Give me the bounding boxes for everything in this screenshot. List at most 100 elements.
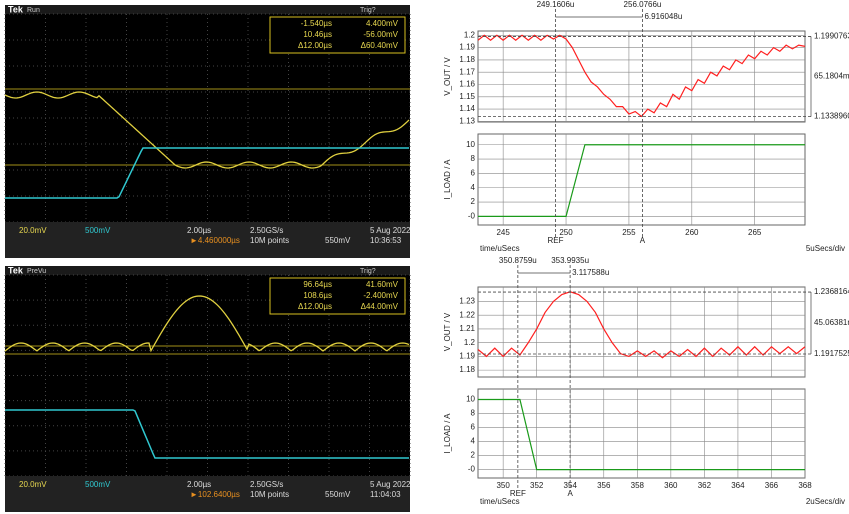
y-tick-label: -0 <box>468 465 476 474</box>
bar-text: 10M points <box>250 236 289 245</box>
cursor-name: REF <box>510 489 526 498</box>
x-tick-label: 265 <box>748 228 762 237</box>
y-tick-label: 1.23 <box>459 297 475 306</box>
x-tick-label: 350 <box>496 481 510 490</box>
scope-status: Run <box>27 7 40 14</box>
dx-label: 6.916048u <box>644 12 682 21</box>
bar-text: 2.00µs <box>187 226 211 235</box>
y-tick-label: 4 <box>471 437 476 446</box>
cursor-name: A <box>640 236 646 245</box>
scope-logo: Tek <box>8 4 24 14</box>
scope-header <box>5 266 410 275</box>
y-tick-label: 1.16 <box>459 80 475 89</box>
y-tick-label: 8 <box>471 409 476 418</box>
y-tick-label: 1.18 <box>459 55 475 64</box>
y-tick-label: 6 <box>471 423 476 432</box>
x-cursor-label: 353.9935u <box>551 256 589 265</box>
bar-text: ►4.460000µs <box>190 236 240 245</box>
x-tick-label: 356 <box>597 481 611 490</box>
y-cursor-label: 1.2368164 <box>814 287 849 296</box>
y-axis-label: V_OUT / V <box>443 312 452 351</box>
plot-area <box>478 389 805 478</box>
dx-label: 3.117588u <box>572 268 609 277</box>
page: TekRunTrig?-1.540µs4.400mV10.46µs-56.00m… <box>0 0 849 514</box>
y-tick-label: 1.21 <box>459 324 475 333</box>
plot-area <box>478 134 805 225</box>
scope-trigger: Trig? <box>360 7 376 14</box>
scope-logo: Tek <box>8 265 24 275</box>
bar-text: 11:04:03 <box>370 490 401 499</box>
plot-area <box>478 287 805 377</box>
readout-value: Δ12.00µs <box>298 302 332 311</box>
readout-value: Δ60.40mV <box>361 41 399 50</box>
scope-trigger: Trig? <box>360 268 376 275</box>
x-tick-label: 362 <box>698 481 712 490</box>
bar-text: 2.00µs <box>187 480 211 489</box>
cursor-name: A <box>567 489 573 498</box>
y-axis-label: V_OUT / V <box>443 57 452 96</box>
readout-value: 4.400mV <box>366 19 399 28</box>
readout-value: -56.00mV <box>363 30 398 39</box>
bar-text: 10:36:53 <box>370 236 402 245</box>
y-tick-label: 1.15 <box>459 92 475 101</box>
y-tick-label: -0 <box>468 212 476 221</box>
y-tick-label: 1.2 <box>464 338 476 347</box>
x-tick-label: 368 <box>798 481 812 490</box>
y-tick-label: 1.2 <box>464 30 476 39</box>
x-tick-label: 360 <box>664 481 678 490</box>
readout-value: 96.64µs <box>303 280 332 289</box>
readout-value: 41.60mV <box>366 280 399 289</box>
scale-label: 5uSecs/div <box>806 244 845 253</box>
readout-value: Δ44.00mV <box>361 302 399 311</box>
bar-text: 10M points <box>250 490 289 499</box>
x-tick-label: 364 <box>731 481 745 490</box>
y-tick-label: 1.22 <box>459 310 475 319</box>
bar-text: 550mV <box>325 236 351 245</box>
x-cursor-label: 256.0766u <box>624 0 662 9</box>
readout-value: 10.46µs <box>303 30 332 39</box>
y-tick-label: 1.14 <box>459 104 475 113</box>
plot-area <box>478 31 805 122</box>
y-tick-label: 10 <box>466 140 475 149</box>
scale-label: 2uSecs/div <box>806 497 845 506</box>
y-cursor-label: 1.1990763 <box>814 32 849 41</box>
readout-value: Δ12.00µs <box>298 41 332 50</box>
y-tick-label: 2 <box>471 451 476 460</box>
y-tick-label: 4 <box>471 183 476 192</box>
readout-value: 108.6µs <box>303 291 332 300</box>
y-tick-label: 1.17 <box>459 67 475 76</box>
cursor-name: REF <box>547 236 563 245</box>
scope-status: PreVu <box>27 268 46 275</box>
x-cursor-label: 249.1606u <box>537 0 575 9</box>
bar-text: 5 Aug 2022 <box>370 226 411 235</box>
x-tick-label: 245 <box>496 228 510 237</box>
bar-text: ►102.6400µs <box>190 490 240 499</box>
y-axis-label: I_LOAD / A <box>443 413 452 454</box>
x-tick-label: 366 <box>765 481 779 490</box>
x-tick-label: 260 <box>685 228 699 237</box>
y-tick-label: 1.18 <box>459 365 475 374</box>
y-cursor-label: 1.1338960 <box>814 112 849 121</box>
y-tick-label: 1.13 <box>459 116 475 125</box>
y-tick-label: 8 <box>471 154 476 163</box>
x-axis-label: time/uSecs <box>480 497 520 506</box>
bar-text: 20.0mV <box>19 480 47 489</box>
bar-text: 550mV <box>325 490 351 499</box>
y-cursor-label: 1.1917525 <box>814 349 849 358</box>
y-tick-label: 10 <box>466 395 475 404</box>
bar-text: 2.50GS/s <box>250 480 283 489</box>
bar-text: 2.50GS/s <box>250 226 283 235</box>
bar-text: 500mV <box>85 480 111 489</box>
bar-text: 500mV <box>85 226 111 235</box>
readout-value: -1.540µs <box>301 19 332 28</box>
dy-label: 65.1804m <box>814 72 849 81</box>
readout-value: -2.400mV <box>363 291 398 300</box>
dy-label: 45.06381m <box>814 318 849 327</box>
scope-header <box>5 5 410 14</box>
x-cursor-label: 350.8759u <box>499 256 537 265</box>
x-axis-label: time/uSecs <box>480 244 520 253</box>
y-tick-label: 1.19 <box>459 351 475 360</box>
x-tick-label: 358 <box>631 481 645 490</box>
y-tick-label: 2 <box>471 197 476 206</box>
bar-text: 20.0mV <box>19 226 47 235</box>
